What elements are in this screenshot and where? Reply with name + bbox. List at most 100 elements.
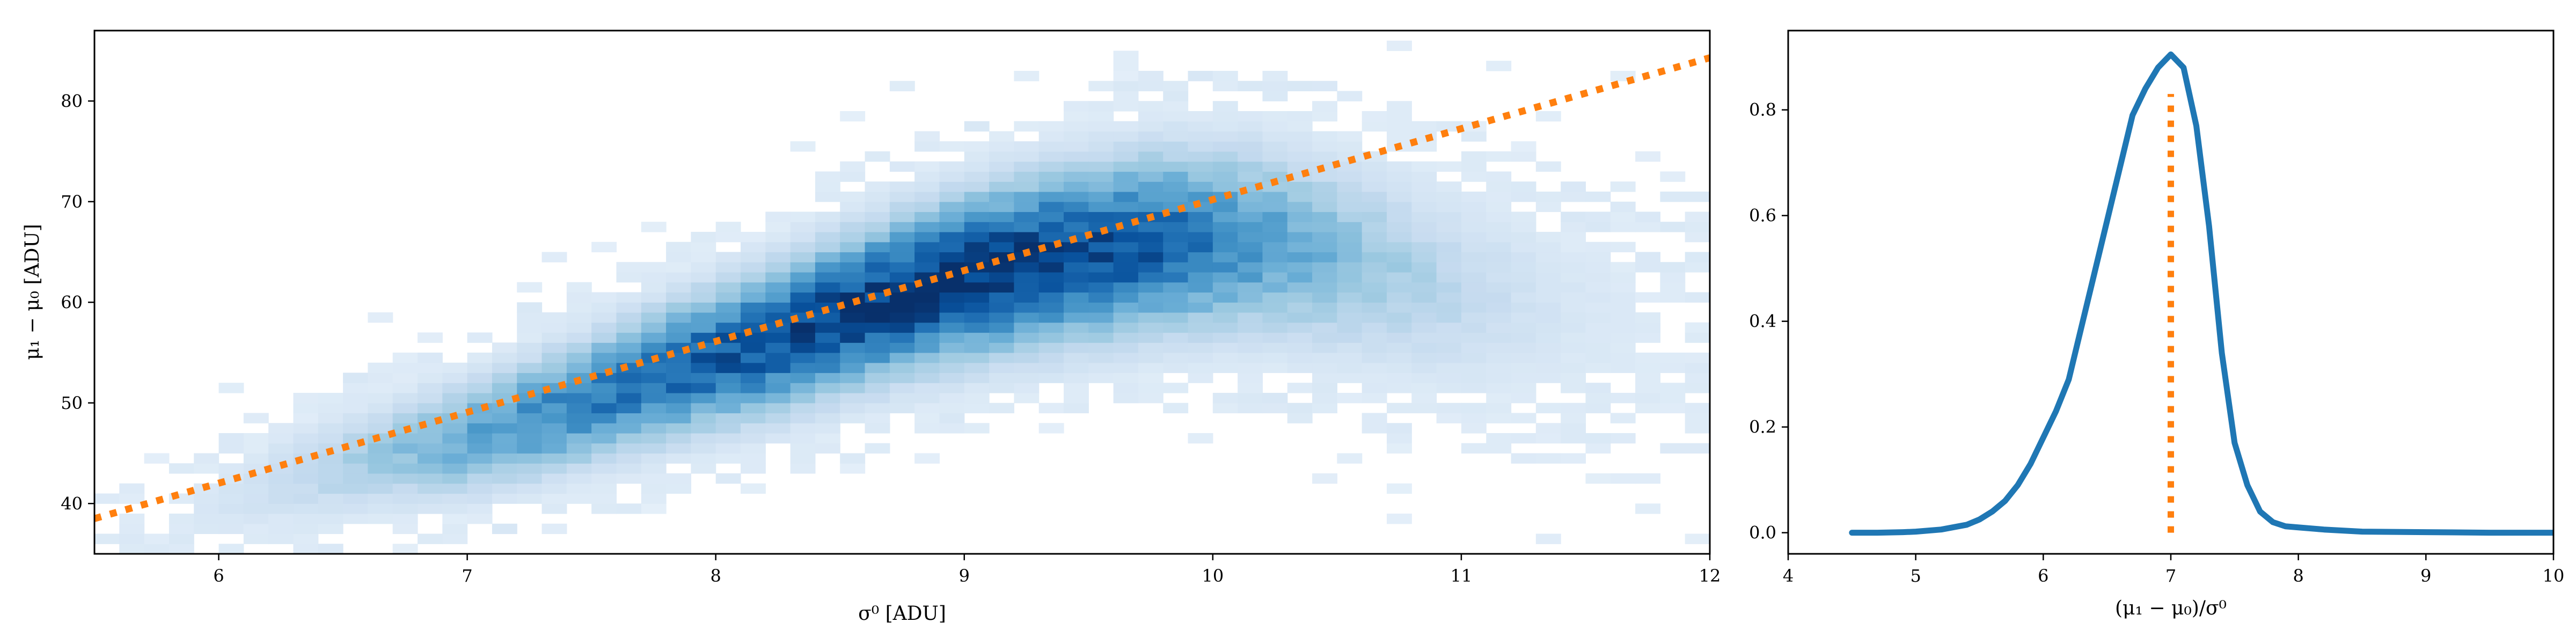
heatmap-cell [1436,262,1462,273]
heatmap-cell [318,514,343,524]
heatmap-cell [1262,353,1288,363]
heatmap-cell [641,473,667,484]
heatmap-cell [1064,181,1089,192]
heatmap-cell [1362,282,1387,293]
heatmap-cell [1312,241,1337,253]
heatmap-cell [343,393,368,404]
heatmap-cell [1411,222,1437,232]
heatmap-cell [1287,312,1313,323]
heatmap-cell [1461,322,1487,333]
heatmap-cell [1411,262,1437,273]
heatmap-cell [715,433,741,444]
heatmap-cell [392,362,418,374]
heatmap-cell [1113,362,1139,374]
heatmap-cell [1287,222,1313,232]
heatmap-cell [1585,393,1611,404]
heatmap-cell [1088,332,1114,343]
heatmap-cell [492,362,517,374]
heatmap-cell [1362,192,1387,202]
heatmap-cell [1262,80,1288,92]
heatmap-cell [616,322,642,333]
heatmap-cell [1064,322,1089,333]
heatmap-cell [1262,111,1288,122]
heatmap-cell [1387,222,1412,232]
heatmap-cell [268,433,294,444]
curve-group [1849,51,2553,536]
heatmap-cell [169,533,194,544]
heatmap-cell [1262,322,1288,333]
heatmap-cell [790,292,816,303]
heatmap-cell [790,372,816,383]
heatmap-cell [1685,322,1710,333]
heatmap-cell [1138,362,1163,374]
heatmap-cell [989,402,1014,414]
heatmap-cell [1660,222,1686,232]
heatmap-cell [541,393,567,404]
heatmap-cell [989,131,1014,142]
heatmap-cell [790,463,816,474]
heatmap-cell [939,211,965,222]
heatmap-cell [392,523,418,535]
heatmap-cell [1610,312,1636,323]
heatmap-cell [119,493,145,504]
heatmap-cell [865,362,890,374]
heatmap-cell [840,312,866,323]
heatmap-cell [715,393,741,404]
heatmap-cell [1262,241,1288,253]
heatmap-cell [691,433,716,444]
heatmap-cell [616,292,642,303]
heatmap-cell [765,232,791,243]
y-tick-label: 80 [61,91,83,111]
y-tick-label: 0.8 [1749,100,1776,120]
heatmap-cell [889,402,915,414]
heatmap-cell [1436,252,1462,262]
heatmap-cell [840,111,866,122]
heatmap-cell [1014,232,1040,243]
heatmap-cell [1113,302,1139,313]
heatmap-cell [517,282,543,293]
heatmap-cell [1212,342,1238,353]
heatmap-cell [1014,222,1040,232]
heatmap-cell [517,322,543,333]
heatmap-cell [616,262,642,273]
heatmap-cell [1113,312,1139,323]
heatmap-cell [1188,353,1213,363]
heatmap-cell [989,342,1014,353]
x-tick-label: 7 [462,566,472,586]
heatmap-cell [566,302,592,313]
right-y-ticks: 0.0 0.2 0.4 0.6 0.8 [1749,100,1788,543]
heatmap-cell [1113,241,1139,253]
heatmap-cell [1014,342,1040,353]
x-tick-label: 6 [213,566,224,586]
heatmap-cell [840,252,866,262]
heatmap-cell [1212,262,1238,273]
heatmap-cell [666,443,691,454]
heatmap-cell [591,393,617,404]
heatmap-cell [1113,322,1139,333]
heatmap-cell [939,171,965,182]
heatmap-cell [1561,332,1586,343]
heatmap-cell [1436,332,1462,343]
heatmap-cell [1461,332,1487,343]
heatmap-cell [1337,232,1363,243]
heatmap-cell [939,383,965,393]
heatmap-cell [169,514,194,524]
heatmap-cell [591,292,617,303]
heatmap-cell [1387,332,1412,343]
heatmap-cell [1362,222,1387,232]
heatmap-cell [194,493,219,504]
heatmap-cell [392,413,418,423]
density-heatmap [94,40,1710,554]
heatmap-cell [492,453,517,464]
heatmap-cell [939,262,965,273]
heatmap-cell [989,353,1014,363]
heatmap-cell [1685,332,1710,343]
heatmap-cell [1064,312,1089,323]
heatmap-cell [641,453,667,464]
heatmap-cell [1461,211,1487,222]
heatmap-cell [1511,181,1536,192]
heatmap-cell [492,493,517,504]
heatmap-cell [492,423,517,434]
heatmap-cell [1610,181,1636,192]
heatmap-cell [1362,121,1387,132]
